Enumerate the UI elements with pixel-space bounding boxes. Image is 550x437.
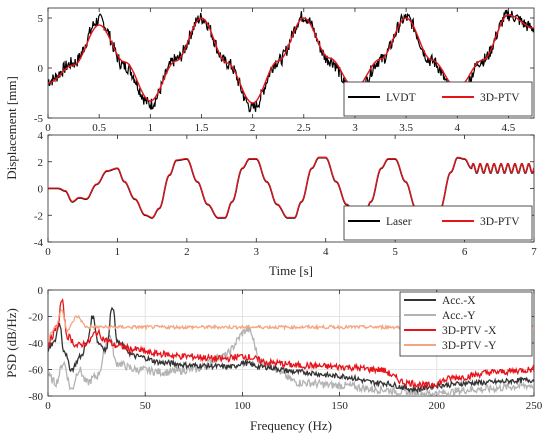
x-tick-label: 0 (45, 400, 51, 412)
x-tick-label: 4 (455, 122, 461, 134)
x-tick-label: 6 (462, 246, 468, 258)
psd-legend: Acc.-X Acc.-Y 3D-PTV -X 3D-PTV -Y (399, 291, 533, 357)
x-tick-label: 2 (184, 246, 190, 258)
x-tick-label: 1.5 (195, 122, 209, 134)
x-tick-label: 200 (429, 400, 446, 412)
y-tick-label: 0 (38, 184, 44, 196)
lvdt-legend: LVDT 3D-PTV (343, 81, 533, 117)
psd-series (48, 326, 534, 396)
y-tick-label: -5 (34, 113, 44, 125)
psd-series (48, 306, 534, 394)
x-tick-label: 250 (526, 400, 543, 412)
x-tick-label: 2 (250, 122, 256, 134)
x-tick-label: 1 (148, 122, 154, 134)
legend-label: 3D-PTV -X (442, 325, 497, 337)
frequency-xlabel: Frequency (Hz) (250, 418, 332, 433)
legend-label: LVDT (386, 92, 416, 104)
x-tick-label: 4 (323, 246, 329, 258)
x-tick-label: 150 (331, 400, 348, 412)
legend-label: 3D-PTV -Y (442, 340, 497, 352)
laser-legend: Laser 3D-PTV (343, 205, 533, 241)
x-tick-label: 0.5 (92, 122, 106, 134)
x-tick-label: 3.5 (399, 122, 413, 134)
x-tick-label: 7 (531, 246, 537, 258)
psd-series (48, 297, 534, 391)
x-tick-label: 0 (45, 122, 51, 134)
time-xlabel: Time [s] (269, 263, 313, 278)
y-tick-label: -60 (28, 365, 43, 377)
y-tick-label: -2 (34, 210, 43, 222)
lvdt-panel: 0 0.5 1 1.5 2 2.5 3 3.5 4 4.550-5 LVDT 3D-PTV (34, 7, 535, 134)
legend-label: Acc.-X (442, 295, 476, 307)
ptv-series (48, 156, 534, 227)
legend-label: 3D-PTV (480, 92, 520, 104)
x-tick-label: 4.5 (502, 122, 516, 134)
psd-ylabel: PSD (dB/Hz) (4, 308, 19, 378)
y-tick-label: -20 (28, 312, 43, 324)
lvdt-panel-frame (47, 7, 535, 119)
x-tick-label: 3 (254, 246, 260, 258)
y-tick-label: 5 (38, 13, 44, 25)
x-tick-label: 0 (45, 246, 51, 258)
x-tick-label: 100 (234, 400, 251, 412)
x-tick-label: 50 (140, 400, 152, 412)
legend-label: Acc.-Y (442, 310, 476, 322)
x-tick-label: 5 (392, 246, 398, 258)
y-tick-label: -4 (34, 237, 44, 249)
y-tick-label: 0 (38, 285, 44, 297)
legend-label: Laser (386, 216, 412, 228)
y-tick-label: -40 (28, 338, 43, 350)
displacement-ylabel: Displacement [mm] (4, 76, 19, 180)
y-tick-label: 0 (38, 63, 44, 75)
laser-panel: 0 1 2 3 4 5 6 7 4 2 0 -2 -4 Laser 3D-PTV (34, 130, 537, 258)
x-tick-label: 1 (115, 246, 121, 258)
legend-label: 3D-PTV (480, 216, 520, 228)
x-tick-label: 2.5 (297, 122, 311, 134)
legend-box (343, 205, 533, 241)
y-tick-label: 2 (38, 157, 44, 169)
legend-box (343, 81, 533, 117)
y-tick-label: 4 (38, 130, 44, 142)
x-tick-label: 3 (352, 122, 358, 134)
y-tick-label: -80 (28, 391, 43, 403)
